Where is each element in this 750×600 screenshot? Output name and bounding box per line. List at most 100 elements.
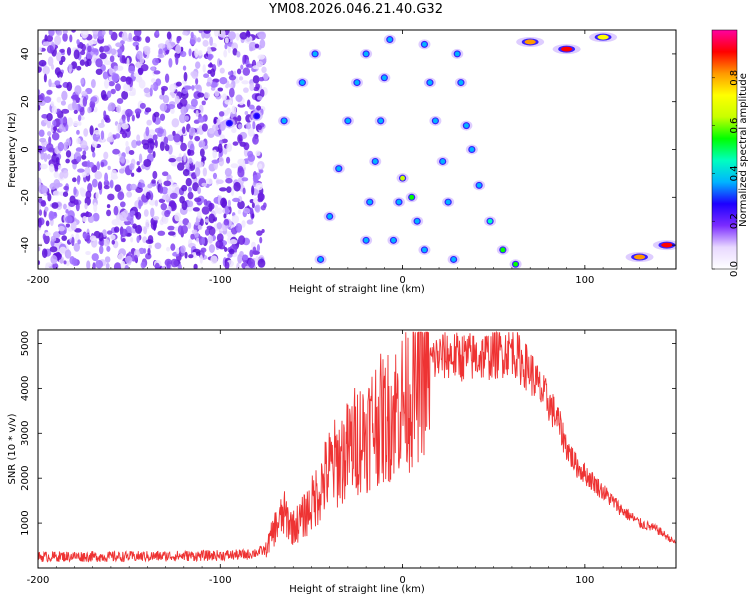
noise-speckle bbox=[224, 37, 229, 44]
noise-speckle bbox=[225, 156, 231, 164]
noise-speckle bbox=[81, 90, 88, 97]
noise-speckle bbox=[201, 206, 210, 215]
noise-speckle bbox=[233, 70, 237, 76]
noise-speckle bbox=[117, 48, 123, 57]
noise-speckle bbox=[143, 248, 147, 254]
spectrogram-x-ticks: -200 -100 0 100 bbox=[27, 30, 677, 286]
y-tick-label: 3000 bbox=[20, 421, 31, 446]
noise-speckle bbox=[71, 30, 76, 33]
noise-speckle bbox=[139, 102, 146, 109]
noise-speckle bbox=[182, 218, 190, 226]
noise-speckle bbox=[147, 183, 153, 189]
noise-speckle bbox=[110, 48, 117, 56]
noise-speckle bbox=[244, 110, 249, 115]
noise-speckle bbox=[223, 218, 230, 226]
noise-speckle bbox=[226, 107, 231, 114]
noise-speckle bbox=[192, 182, 199, 192]
noise-speckle bbox=[49, 246, 58, 253]
noise-speckle bbox=[52, 262, 59, 269]
noise-speckle bbox=[247, 258, 256, 269]
noise-speckle bbox=[237, 167, 245, 178]
noise-speckle bbox=[256, 244, 261, 252]
noise-speckle bbox=[49, 211, 58, 219]
noise-speckle bbox=[145, 126, 150, 137]
noise-speckle bbox=[38, 104, 41, 111]
ridge-point bbox=[422, 247, 427, 253]
noise-speckle bbox=[189, 39, 196, 45]
noise-speckle bbox=[102, 45, 110, 52]
noise-speckle bbox=[231, 105, 237, 115]
noise-speckle bbox=[170, 108, 175, 114]
noise-speckle bbox=[226, 186, 232, 193]
noise-speckle bbox=[195, 77, 199, 85]
noise-speckle bbox=[143, 209, 149, 217]
noise-speckle bbox=[168, 157, 177, 163]
noise-speckle bbox=[258, 163, 263, 170]
noise-speckle bbox=[92, 151, 96, 158]
noise-speckle bbox=[62, 169, 69, 179]
noise-speckle bbox=[64, 249, 72, 259]
noise-speckle bbox=[71, 257, 78, 267]
noise-speckle bbox=[79, 59, 85, 66]
noise-speckle bbox=[88, 161, 95, 168]
noise-speckle bbox=[152, 57, 159, 66]
noise-speckle bbox=[214, 204, 219, 215]
noise-speckle bbox=[60, 100, 66, 106]
noise-speckle bbox=[181, 126, 186, 134]
noise-speckle bbox=[215, 118, 221, 125]
noise-speckle bbox=[131, 114, 135, 122]
noise-speckle bbox=[54, 80, 61, 86]
noise-speckle bbox=[232, 48, 238, 56]
noise-speckle bbox=[252, 75, 260, 84]
noise-speckle bbox=[166, 134, 175, 142]
noise-speckle bbox=[108, 30, 113, 36]
noise-speckle bbox=[161, 171, 169, 177]
noise-speckle bbox=[163, 136, 169, 145]
noise-speckle bbox=[154, 127, 163, 134]
noise-speckle bbox=[136, 235, 140, 244]
noise-speckle bbox=[95, 58, 103, 68]
ridge-point bbox=[469, 147, 475, 152]
noise-speckle bbox=[191, 229, 198, 234]
noise-speckle bbox=[68, 64, 73, 70]
noise-speckle bbox=[38, 46, 42, 52]
noise-speckle bbox=[216, 222, 223, 230]
noise-speckle bbox=[148, 244, 152, 249]
noise-speckle bbox=[257, 125, 262, 131]
noise-speckle bbox=[159, 103, 168, 112]
noise-speckle bbox=[119, 228, 128, 237]
noise-speckle bbox=[184, 251, 188, 259]
noise-speckle bbox=[93, 129, 101, 135]
noise-speckle bbox=[91, 48, 99, 53]
noise-speckle bbox=[62, 30, 68, 34]
noise-speckle bbox=[61, 90, 68, 101]
noise-speckle bbox=[63, 260, 67, 265]
noise-speckle bbox=[152, 81, 159, 92]
noise-speckle bbox=[196, 237, 200, 243]
noise-speckle bbox=[187, 222, 192, 229]
y-tick-label: 1000 bbox=[20, 510, 31, 535]
noise-speckle bbox=[107, 193, 115, 201]
noise-speckle bbox=[103, 185, 110, 190]
noise-speckle bbox=[116, 98, 124, 104]
noise-speckle bbox=[154, 242, 162, 250]
noise-speckle bbox=[45, 142, 54, 152]
noise-speckle bbox=[135, 211, 142, 220]
noise-speckle bbox=[256, 60, 264, 68]
noise-speckle bbox=[237, 200, 245, 210]
noise-speckle bbox=[205, 178, 213, 185]
colorbar-tick-label: 0.0 bbox=[729, 261, 740, 277]
noise-speckle bbox=[38, 246, 41, 252]
noise-speckle bbox=[258, 31, 266, 40]
noise-speckle bbox=[223, 213, 227, 219]
noise-speckle bbox=[197, 161, 204, 168]
noise-speckle bbox=[239, 31, 248, 40]
colorbar-tick-label: 0.2 bbox=[729, 213, 740, 229]
noise-speckle bbox=[174, 95, 180, 105]
noise-speckle bbox=[72, 120, 79, 127]
noise-speckle bbox=[158, 178, 163, 184]
noise-speckle bbox=[258, 77, 265, 82]
noise-speckle bbox=[45, 220, 50, 227]
noise-speckle bbox=[175, 56, 179, 66]
noise-speckle bbox=[194, 135, 201, 142]
